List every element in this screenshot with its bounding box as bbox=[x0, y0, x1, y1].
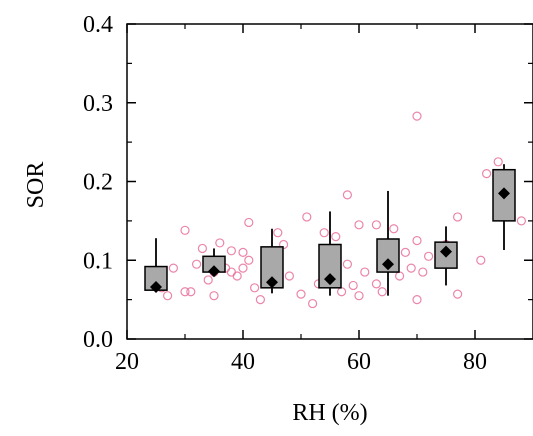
data-point bbox=[400, 247, 410, 257]
x-tick-label: 60 bbox=[347, 349, 371, 375]
data-point bbox=[348, 280, 358, 291]
data-point bbox=[226, 246, 236, 256]
data-point bbox=[389, 224, 399, 234]
box-plot-group bbox=[434, 226, 458, 286]
mean-marker bbox=[266, 276, 278, 289]
data-point bbox=[319, 228, 329, 238]
data-point bbox=[238, 247, 248, 257]
data-point bbox=[302, 212, 312, 222]
x-axis-label: RH (%) bbox=[292, 400, 367, 426]
data-point bbox=[180, 287, 190, 297]
data-point bbox=[244, 217, 254, 228]
data-point bbox=[453, 212, 463, 222]
y-tick-label: 0.0 bbox=[83, 327, 113, 353]
data-point bbox=[412, 111, 422, 121]
box-plots bbox=[144, 164, 516, 296]
data-point bbox=[203, 275, 213, 285]
y-tick-label: 0.2 bbox=[83, 170, 113, 196]
axis-ticks bbox=[126, 23, 533, 340]
box-plot-group bbox=[492, 164, 516, 251]
data-point bbox=[284, 271, 294, 281]
data-point bbox=[371, 279, 381, 289]
mean-marker bbox=[498, 187, 510, 200]
data-point bbox=[337, 287, 347, 297]
data-point bbox=[476, 255, 486, 265]
data-point bbox=[186, 287, 196, 297]
data-point bbox=[354, 291, 364, 301]
data-point bbox=[296, 289, 306, 299]
box-plot-group bbox=[260, 228, 284, 294]
data-point bbox=[273, 228, 283, 238]
data-point bbox=[354, 220, 364, 230]
box-plot-group bbox=[202, 248, 226, 278]
data-point bbox=[482, 169, 492, 179]
y-tick-label: 0.4 bbox=[83, 12, 113, 38]
data-point bbox=[250, 283, 260, 293]
data-point bbox=[342, 259, 352, 269]
data-point bbox=[406, 263, 416, 273]
data-point bbox=[215, 238, 225, 248]
data-point bbox=[209, 291, 219, 301]
data-point bbox=[232, 271, 242, 281]
data-point bbox=[168, 263, 178, 273]
data-point bbox=[238, 263, 248, 273]
data-point bbox=[244, 255, 254, 265]
data-point bbox=[342, 190, 352, 200]
data-point bbox=[226, 267, 236, 277]
data-point bbox=[163, 291, 173, 301]
data-point bbox=[331, 232, 341, 242]
data-point bbox=[418, 267, 428, 277]
box-plot-group bbox=[144, 238, 168, 294]
y-axis-label: SOR bbox=[23, 162, 49, 209]
box-plot-group bbox=[376, 190, 400, 296]
mean-marker bbox=[324, 273, 336, 286]
data-point bbox=[360, 267, 370, 277]
tick-labels: 20 40 60 80 0.0 0.1 0.2 0.3 0.4 bbox=[83, 12, 487, 375]
data-point bbox=[180, 225, 190, 235]
x-tick-label: 40 bbox=[231, 349, 255, 375]
data-point bbox=[197, 243, 207, 254]
data-point bbox=[395, 271, 405, 281]
y-tick-label: 0.1 bbox=[83, 248, 113, 274]
mean-marker bbox=[440, 245, 452, 258]
data-point bbox=[453, 289, 463, 299]
data-point bbox=[412, 295, 422, 305]
box-plot-group bbox=[318, 211, 342, 296]
x-tick-label: 20 bbox=[115, 349, 139, 375]
data-point bbox=[377, 287, 387, 297]
data-point bbox=[493, 157, 503, 167]
mean-marker bbox=[208, 265, 220, 278]
data-point bbox=[308, 298, 318, 309]
data-point bbox=[371, 220, 381, 230]
x-tick-label: 80 bbox=[463, 349, 487, 375]
data-point bbox=[424, 251, 434, 261]
data-point bbox=[192, 259, 202, 269]
data-point bbox=[516, 216, 527, 226]
box-iqr bbox=[318, 243, 342, 289]
mean-marker bbox=[382, 258, 394, 271]
data-point bbox=[412, 235, 422, 246]
data-point bbox=[255, 295, 265, 305]
mean-marker bbox=[150, 281, 162, 294]
y-tick-label: 0.3 bbox=[83, 91, 113, 117]
